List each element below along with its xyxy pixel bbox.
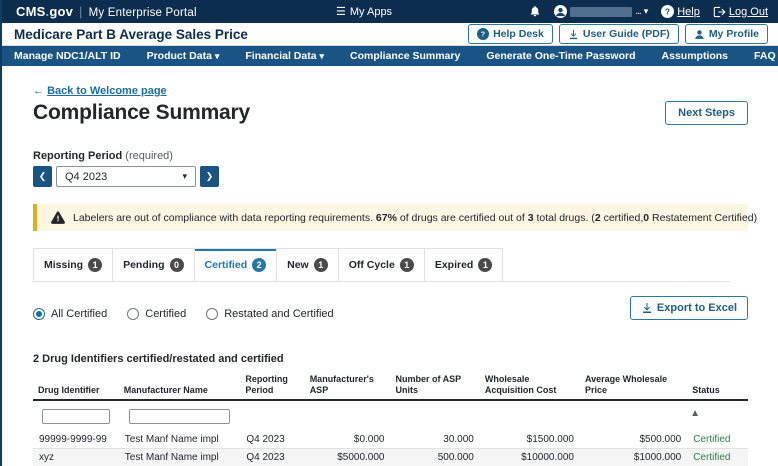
svg-text:?: ? — [665, 7, 670, 16]
svg-text:?: ? — [481, 30, 485, 39]
